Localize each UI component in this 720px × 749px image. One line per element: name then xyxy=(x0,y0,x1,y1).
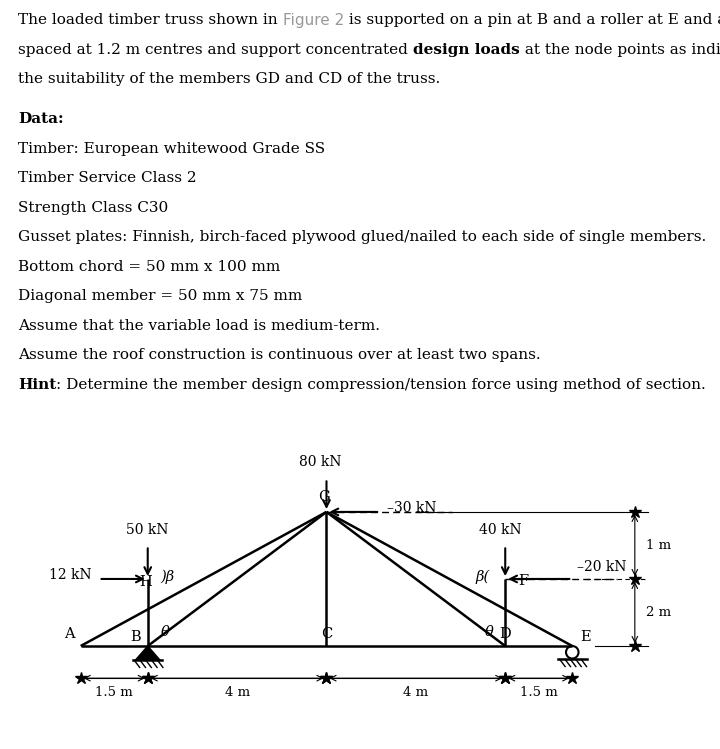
Text: F: F xyxy=(518,574,528,588)
Text: 1 m: 1 m xyxy=(646,539,671,552)
Text: D: D xyxy=(500,627,511,640)
Text: the suitability of the members GD and CD of the truss.: the suitability of the members GD and CD… xyxy=(18,72,440,86)
Text: spaced at 1.2 m centres and support concentrated: spaced at 1.2 m centres and support conc… xyxy=(18,43,413,57)
Text: Assume the roof construction is continuous over at least two spans.: Assume the roof construction is continuo… xyxy=(18,348,541,363)
Text: 80 kN: 80 kN xyxy=(299,455,341,470)
Text: Data:: Data: xyxy=(18,112,63,126)
Text: Timber Service Class 2: Timber Service Class 2 xyxy=(18,171,197,185)
Text: θ: θ xyxy=(161,625,169,639)
Text: 1.5 m: 1.5 m xyxy=(520,686,557,700)
Text: design loads: design loads xyxy=(413,43,520,57)
Text: Hint: Hint xyxy=(18,377,56,392)
Text: Bottom chord = 50 mm x 100 mm: Bottom chord = 50 mm x 100 mm xyxy=(18,260,280,273)
Text: E: E xyxy=(580,630,591,643)
Text: H: H xyxy=(139,574,152,589)
Text: A: A xyxy=(64,627,75,640)
Text: is supported on a pin at B and a roller at E and are: is supported on a pin at B and a roller … xyxy=(343,13,720,27)
Text: 1.5 m: 1.5 m xyxy=(95,686,133,700)
Text: 4 m: 4 m xyxy=(403,686,428,700)
Text: G: G xyxy=(318,490,330,504)
Text: B: B xyxy=(130,630,140,643)
Text: –20 kN: –20 kN xyxy=(577,560,626,574)
Text: at the node points as indicated. Verify: at the node points as indicated. Verify xyxy=(520,43,720,57)
Text: –30 kN: –30 kN xyxy=(387,501,436,515)
Text: 50 kN: 50 kN xyxy=(127,523,169,536)
Text: Assume that the variable load is medium-term.: Assume that the variable load is medium-… xyxy=(18,319,380,333)
Text: 40 kN: 40 kN xyxy=(480,523,522,536)
Text: Strength Class C30: Strength Class C30 xyxy=(18,201,168,215)
Text: C: C xyxy=(321,627,332,640)
Text: 2 m: 2 m xyxy=(646,606,671,619)
Text: Gusset plates: Finnish, birch-faced plywood glued/nailed to each side of single : Gusset plates: Finnish, birch-faced plyw… xyxy=(18,230,706,244)
Text: Diagonal member = 50 mm x 75 mm: Diagonal member = 50 mm x 75 mm xyxy=(18,289,302,303)
Text: θ: θ xyxy=(485,625,494,639)
Text: : Determine the member design compression/tension force using method of section.: : Determine the member design compressio… xyxy=(56,377,706,392)
Text: Figure 2: Figure 2 xyxy=(282,13,343,28)
Text: The loaded timber truss shown in: The loaded timber truss shown in xyxy=(18,13,282,27)
Text: 12 kN: 12 kN xyxy=(49,568,92,583)
Text: Timber: European whitewood Grade SS: Timber: European whitewood Grade SS xyxy=(18,142,325,156)
Polygon shape xyxy=(135,646,161,661)
Text: β(: β( xyxy=(475,569,490,584)
Text: 4 m: 4 m xyxy=(225,686,250,700)
Text: )β: )β xyxy=(161,569,174,584)
